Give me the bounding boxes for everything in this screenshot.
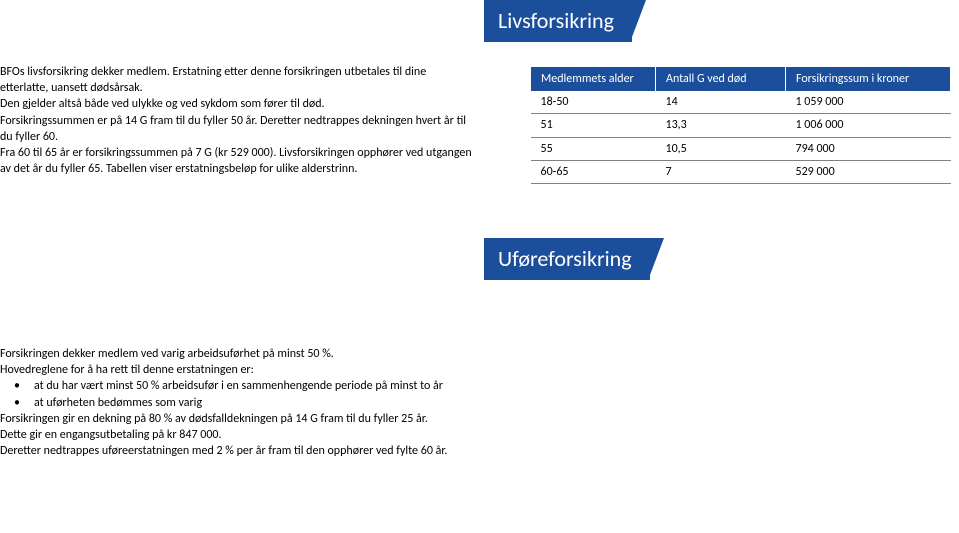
table-header-age: Medlemmets alder	[531, 67, 656, 92]
paragraph: Forsikringen dekker medlem ved varig arb…	[0, 346, 940, 362]
paragraph: Forsikringssummen er på 14 G fram til du…	[0, 113, 472, 145]
cell-g: 13,3	[656, 114, 786, 137]
cell-age: 51	[531, 114, 656, 137]
cell-g: 14	[656, 91, 786, 114]
bullet-item: •at du har vært minst 50 % arbeidsufør i…	[0, 378, 940, 394]
cell-sum: 1 059 000	[786, 91, 951, 114]
cell-age: 55	[531, 137, 656, 160]
cell-sum: 1 006 000	[786, 114, 951, 137]
cell-g: 7	[656, 160, 786, 183]
table-row: 51 13,3 1 006 000	[531, 114, 951, 137]
table-header-g: Antall G ved død	[656, 67, 786, 92]
compensation-table: Medlemmets alder Antall G ved død Forsik…	[530, 66, 951, 184]
paragraph: Hovedreglene for å ha rett til denne ers…	[0, 362, 940, 378]
paragraph: Forsikringen gir en dekning på 80 % av d…	[0, 411, 940, 427]
cell-age: 18-50	[531, 91, 656, 114]
paragraph: BFOs livsforsikring dekker medlem. Ersta…	[0, 64, 472, 96]
bullet-item: •at uførheten bedømmes som varig	[0, 395, 940, 411]
paragraph: Fra 60 til 65 år er forsikringssummen på…	[0, 145, 472, 177]
cell-sum: 794 000	[786, 137, 951, 160]
cell-g: 10,5	[656, 137, 786, 160]
disability-insurance-body: Forsikringen dekker medlem ved varig arb…	[0, 346, 940, 459]
bullet-text: at uførheten bedømmes som varig	[34, 396, 202, 410]
bullet-text: at du har vært minst 50 % arbeidsufør i …	[34, 379, 443, 393]
heading-life-insurance: Livsforsikring	[484, 0, 632, 42]
paragraph: Dette gir en engangsutbetaling på kr 847…	[0, 427, 940, 443]
bullet-icon: •	[0, 378, 34, 394]
heading-disability-insurance: Uføreforsikring	[484, 238, 650, 280]
table-row: 18-50 14 1 059 000	[531, 91, 951, 114]
paragraph: Den gjelder altså både ved ulykke og ved…	[0, 96, 472, 112]
table-row: 60-65 7 529 000	[531, 160, 951, 183]
life-insurance-body: BFOs livsforsikring dekker medlem. Ersta…	[0, 64, 472, 177]
table-row: 55 10,5 794 000	[531, 137, 951, 160]
cell-sum: 529 000	[786, 160, 951, 183]
table-header-sum: Forsikringssum i kroner	[786, 67, 951, 92]
bullet-icon: •	[0, 395, 34, 411]
paragraph: Deretter nedtrappes uføreerstatningen me…	[0, 443, 940, 459]
cell-age: 60-65	[531, 160, 656, 183]
